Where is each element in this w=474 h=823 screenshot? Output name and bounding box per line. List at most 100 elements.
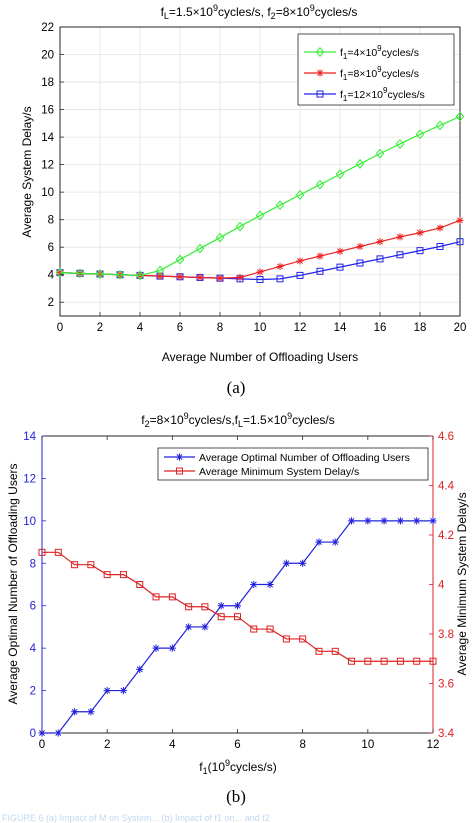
tick-a-y-5: 12 (41, 160, 54, 172)
chart-b: f2=8×109cycles/s,fL=1.5×109cycles/s 0 2 4 6… (6, 411, 469, 806)
point-b-0-6 (136, 665, 144, 673)
point-a-1-6 (176, 273, 184, 281)
tick-b-y-3: 6 (30, 601, 36, 613)
tick-b-y2-6: 4.6 (438, 431, 454, 443)
chart-b-legend: Average Optimal Number of Offloading Use… (157, 447, 429, 481)
legend-a-label-1: f1=8×109cycles/s (340, 65, 419, 82)
legend-a-label-0: f1=4×109cycles/s (340, 44, 419, 61)
point-b-1-0 (38, 548, 46, 556)
point-b-0-7 (152, 644, 160, 652)
point-b-0-17 (315, 538, 323, 546)
point-a-0-18 (415, 129, 425, 140)
point-b-0-19 (347, 517, 356, 525)
tick-b-y-2: 4 (30, 643, 37, 655)
point-b-1-18 (331, 647, 339, 655)
point-b-0-16 (299, 559, 307, 567)
point-a-1-11 (276, 262, 284, 271)
tick-b-y2-3: 4 (438, 580, 445, 592)
point-b-1-11 (217, 613, 225, 621)
tick-a-y-8: 18 (41, 77, 54, 89)
point-a-0-3 (115, 269, 125, 280)
tick-b-y-7: 14 (23, 431, 36, 443)
point-b-0-2 (70, 708, 79, 716)
point-a-1-10 (256, 268, 264, 276)
point-b-1-17 (315, 647, 323, 655)
point-a-0-0 (55, 267, 65, 278)
tick-b-y-6: 12 (23, 473, 36, 485)
tick-a-x-6: 12 (294, 322, 307, 334)
point-b-0-5 (119, 686, 128, 695)
point-a-2-10 (256, 276, 264, 284)
point-a-2-14 (336, 263, 344, 271)
point-b-0-10 (201, 623, 209, 631)
point-a-1-19 (436, 224, 444, 232)
point-b-0-1 (54, 729, 62, 737)
point-b-0-4 (103, 686, 111, 695)
tick-b-y-1: 2 (30, 686, 36, 698)
tick-a-y-2: 6 (48, 242, 54, 254)
chart-a-caption: (a) (227, 378, 246, 397)
footer-text: FIGURE 6 (a) Impact of M on System... (b… (2, 813, 270, 823)
point-a-1-14 (336, 247, 344, 255)
tick-a-y-6: 14 (41, 132, 54, 144)
point-a-2-12 (296, 271, 304, 279)
point-a-0-2 (95, 269, 105, 279)
chart-b-xlabel: f1(109cycles/s) (199, 758, 276, 776)
tick-b-y-4: 8 (30, 558, 36, 570)
point-a-0-15 (355, 158, 365, 169)
point-a-2-18 (416, 247, 424, 255)
point-b-1-7 (152, 593, 160, 601)
tick-b-y2-1: 3.6 (438, 679, 454, 691)
point-a-2-19 (436, 243, 444, 251)
point-a-0-7 (195, 243, 205, 254)
point-b-1-24 (429, 657, 437, 665)
point-b-1-19 (348, 657, 356, 665)
point-b-0-24 (429, 517, 437, 525)
point-a-1-17 (396, 233, 404, 241)
tick-b-y-0: 0 (30, 728, 36, 740)
tick-b-y2-5: 4.4 (438, 481, 455, 493)
chart-a-ticks: 0 2 4 6 8 10 12 14 16 18 20 2 4 6 8 10 12 14 16 18 20 22 (41, 22, 466, 334)
point-b-0-23 (413, 517, 421, 525)
tick-a-x-0: 0 (57, 322, 63, 334)
chart-b-caption: (b) (226, 787, 246, 806)
point-b-1-15 (282, 635, 290, 643)
point-a-0-14 (335, 169, 345, 180)
point-b-1-23 (413, 657, 421, 665)
chart-a-title: fL=1.5×109cycles/s, f2=8×109cycles/s (161, 3, 358, 21)
point-a-1-9 (236, 273, 244, 282)
tick-a-y-4: 10 (41, 187, 54, 199)
point-a-1-15 (356, 242, 364, 251)
tick-a-y-9: 20 (41, 50, 54, 62)
tick-b-x-5: 10 (361, 739, 374, 751)
tick-a-x-9: 18 (414, 322, 427, 334)
point-b-0-15 (282, 559, 290, 567)
point-b-1-2 (71, 561, 79, 569)
tick-b-y2-0: 3.4 (438, 728, 455, 740)
legend-a-marker-1 (316, 69, 324, 77)
point-b-1-13 (250, 625, 258, 633)
point-a-0-9 (235, 221, 245, 232)
legend-a-marker-2 (316, 90, 324, 98)
point-a-0-11 (275, 200, 285, 211)
tick-a-x-8: 16 (374, 322, 387, 334)
tick-a-x-1: 2 (97, 322, 103, 334)
chart-b-legend-box (157, 447, 429, 481)
point-a-0-16 (375, 148, 385, 159)
point-a-1-7 (196, 273, 204, 282)
tick-a-y-10: 22 (41, 22, 54, 34)
point-a-2-16 (376, 255, 384, 263)
tick-b-x-4: 8 (299, 739, 305, 751)
point-b-0-11 (217, 602, 225, 610)
chart-b-series (38, 517, 437, 737)
point-b-0-21 (380, 517, 388, 525)
chart-a-legend-box (297, 33, 455, 106)
point-b-0-12 (233, 602, 242, 610)
point-b-1-4 (103, 571, 111, 579)
point-b-1-22 (396, 657, 404, 665)
point-b-1-16 (299, 635, 307, 643)
tick-a-y-0: 2 (48, 297, 54, 309)
legend-a-label-2: f1=12×109cycles/s (340, 86, 425, 103)
point-a-1-12 (296, 257, 304, 265)
point-b-1-9 (185, 603, 193, 611)
